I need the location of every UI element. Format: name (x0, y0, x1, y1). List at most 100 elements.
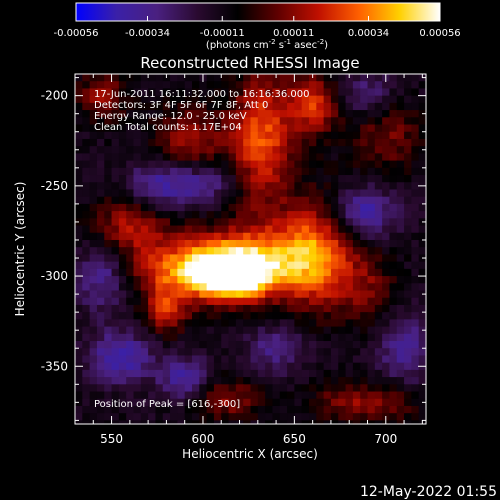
heatmap-cell (111, 283, 120, 292)
heatmap-cell (155, 175, 164, 183)
heatmap-cell (170, 117, 178, 126)
heatmap-cell (360, 283, 369, 292)
heatmap-cell (330, 341, 339, 349)
heatmap-cell (133, 247, 142, 256)
heatmap-cell (323, 247, 332, 256)
heatmap-cell (155, 239, 164, 248)
heatmap-cell (184, 268, 193, 277)
heatmap-cell (352, 261, 361, 270)
heatmap-cell (360, 247, 369, 256)
heatmap-cell (396, 283, 405, 292)
heatmap-cell (177, 304, 186, 313)
heatmap-cell (118, 405, 127, 414)
heatmap-cell (265, 182, 274, 191)
heatmap-cell (162, 297, 171, 306)
heatmap-cell (287, 290, 295, 299)
heatmap-cell (418, 283, 427, 292)
heatmap-cell (133, 153, 142, 162)
heatmap-cell (316, 398, 325, 407)
heatmap-cell (213, 218, 222, 227)
heatmap-cell (89, 377, 98, 385)
heatmap-cell (404, 175, 412, 183)
heatmap-cell (374, 203, 383, 212)
heatmap-cell (140, 283, 149, 292)
heatmap-cell (294, 369, 303, 378)
heatmap-cell (140, 304, 149, 313)
heatmap-cell (374, 189, 383, 198)
heatmap-cell (279, 326, 288, 335)
heatmap-cell (104, 131, 113, 140)
heatmap-cell (323, 167, 332, 176)
heatmap-cell (199, 196, 208, 205)
heatmap-cell (323, 74, 332, 82)
heatmap-cell (243, 254, 252, 263)
heatmap-cell (279, 189, 288, 198)
heatmap-cell (257, 326, 266, 335)
heatmap-cell (279, 319, 288, 328)
heatmap-cell (111, 405, 120, 414)
heatmap-cell (294, 189, 303, 198)
heatmap-cell (111, 110, 120, 118)
heatmap-cell (184, 124, 193, 133)
heatmap-cell (228, 117, 237, 126)
heatmap-cell (389, 138, 398, 147)
heatmap-cell (192, 211, 200, 219)
heatmap-cell (272, 398, 281, 407)
heatmap-cell (235, 398, 244, 407)
heatmap-cell (272, 160, 281, 169)
heatmap-cell (279, 88, 288, 97)
heatmap-cell (192, 297, 200, 306)
heatmap-cell (170, 232, 178, 241)
heatmap-cell (360, 405, 369, 414)
heatmap-cell (367, 348, 376, 357)
heatmap-cell (82, 420, 91, 425)
heatmap-cell (104, 211, 113, 219)
heatmap-cell (404, 117, 412, 126)
heatmap-cell (126, 413, 135, 421)
heatmap-cell (192, 131, 200, 140)
heatmap-cell (140, 117, 149, 126)
colorbar-frame (75, 2, 441, 22)
heatmap-cell (155, 138, 164, 147)
heatmap-cell (360, 153, 369, 162)
heatmap-cell (96, 81, 105, 90)
heatmap-cell (389, 160, 398, 169)
heatmap-cell (177, 160, 186, 169)
heatmap-cell (367, 211, 376, 219)
heatmap-cell (213, 117, 222, 126)
heatmap-cell (170, 74, 178, 82)
heatmap-cell (257, 254, 266, 263)
heatmap-cell (316, 290, 325, 299)
heatmap-cell (367, 196, 376, 205)
heatmap-cell (126, 189, 135, 198)
heatmap-cell (272, 405, 281, 414)
heatmap-cell (272, 203, 281, 212)
heatmap-cell (301, 398, 310, 407)
heatmap-cell (411, 102, 420, 111)
heatmap-cell (206, 189, 215, 198)
heatmap-cell (316, 146, 325, 154)
heatmap-cell (411, 297, 420, 306)
heatmap-cell (104, 420, 113, 425)
heatmap-cell (82, 384, 91, 393)
heatmap-cell (330, 355, 339, 364)
heatmap-cell (411, 312, 420, 320)
heatmap-cell (279, 391, 288, 400)
heatmap-cell (309, 167, 317, 176)
heatmap-cell (75, 333, 83, 342)
heatmap-cell (294, 348, 303, 357)
heatmap-cell (382, 319, 391, 328)
heatmap-cell (235, 153, 244, 162)
heatmap-cell (404, 333, 412, 342)
heatmap-cell (367, 131, 376, 140)
heatmap-cell (162, 268, 171, 277)
heatmap-cell (374, 247, 383, 256)
heatmap-cell (287, 218, 295, 227)
heatmap-cell (118, 369, 127, 378)
heatmap-cell (133, 326, 142, 335)
heatmap-cell (287, 117, 295, 126)
heatmap-cell (118, 88, 127, 97)
heatmap-cell (345, 117, 354, 126)
heatmap-cell (330, 218, 339, 227)
